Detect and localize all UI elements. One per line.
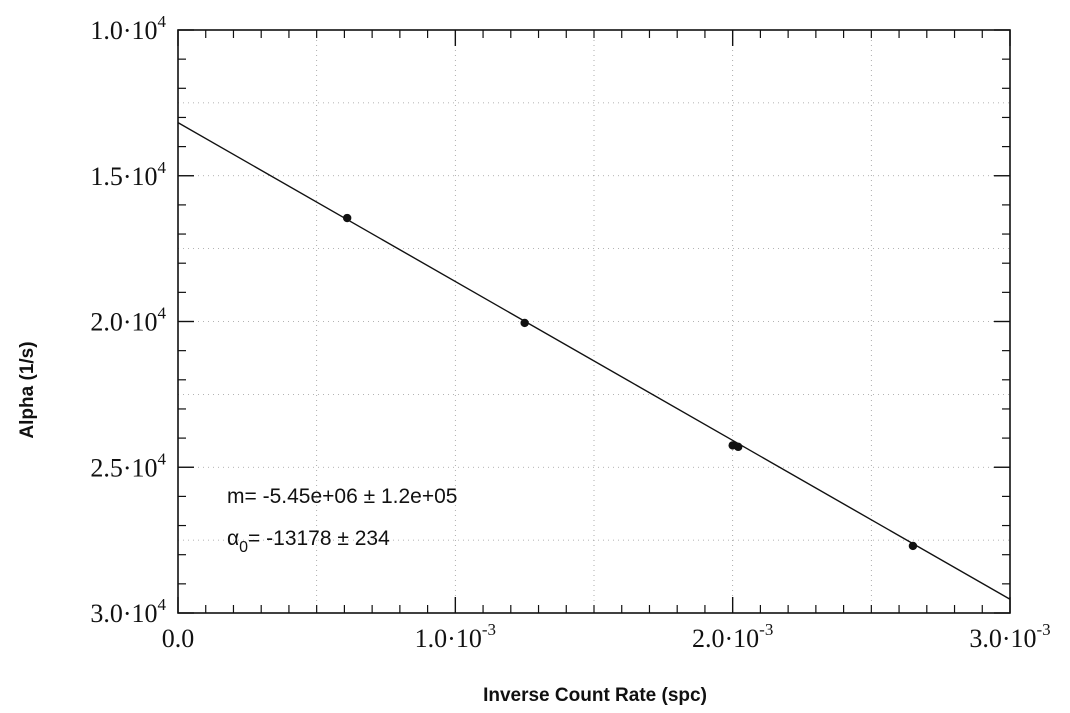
slope-annotation: m= -5.45e+06 ± 1.2e+05 bbox=[227, 485, 457, 508]
y-tick-label: 1.5·104 bbox=[90, 158, 166, 191]
data-points bbox=[342, 213, 918, 551]
intercept-annotation: α0= -13178 ± 234 bbox=[227, 527, 390, 556]
y-tick-labels: 1.0·104 1.5·104 2.0·104 2.5·104 3.0·104 bbox=[90, 12, 166, 628]
data-point bbox=[520, 318, 529, 328]
fit-line-layer bbox=[177, 122, 1011, 600]
intercept-value: = -13178 ± 234 bbox=[248, 527, 390, 550]
grid bbox=[178, 30, 1010, 613]
data-point bbox=[908, 541, 918, 551]
y-tick-label: 2.5·104 bbox=[90, 449, 166, 482]
x-tick-label: 1.0·10-3 bbox=[415, 620, 496, 653]
y-axis-label: Alpha (1/s) bbox=[17, 341, 38, 438]
plot-frame bbox=[177, 29, 1011, 614]
y-tick-label: 1.0·104 bbox=[90, 12, 166, 45]
x-tick-label: 0.0 bbox=[162, 624, 195, 653]
alpha-subscript: 0 bbox=[239, 539, 248, 556]
x-tick-label: 3.0·10-3 bbox=[969, 620, 1050, 653]
fit-line bbox=[177, 122, 1011, 600]
minor-ticks bbox=[178, 30, 1010, 613]
x-tick-labels: 0.0 1.0·10-3 2.0·10-3 3.0·10-3 bbox=[162, 620, 1051, 653]
alpha-symbol: α bbox=[227, 527, 239, 550]
data-point bbox=[734, 442, 743, 452]
y-tick-label: 3.0·104 bbox=[90, 595, 166, 628]
x-tick-label: 2.0·10-3 bbox=[692, 620, 773, 653]
y-tick-label: 2.0·104 bbox=[90, 304, 166, 337]
data-point bbox=[342, 213, 352, 223]
x-axis-label: Inverse Count Rate (spc) bbox=[483, 685, 707, 706]
